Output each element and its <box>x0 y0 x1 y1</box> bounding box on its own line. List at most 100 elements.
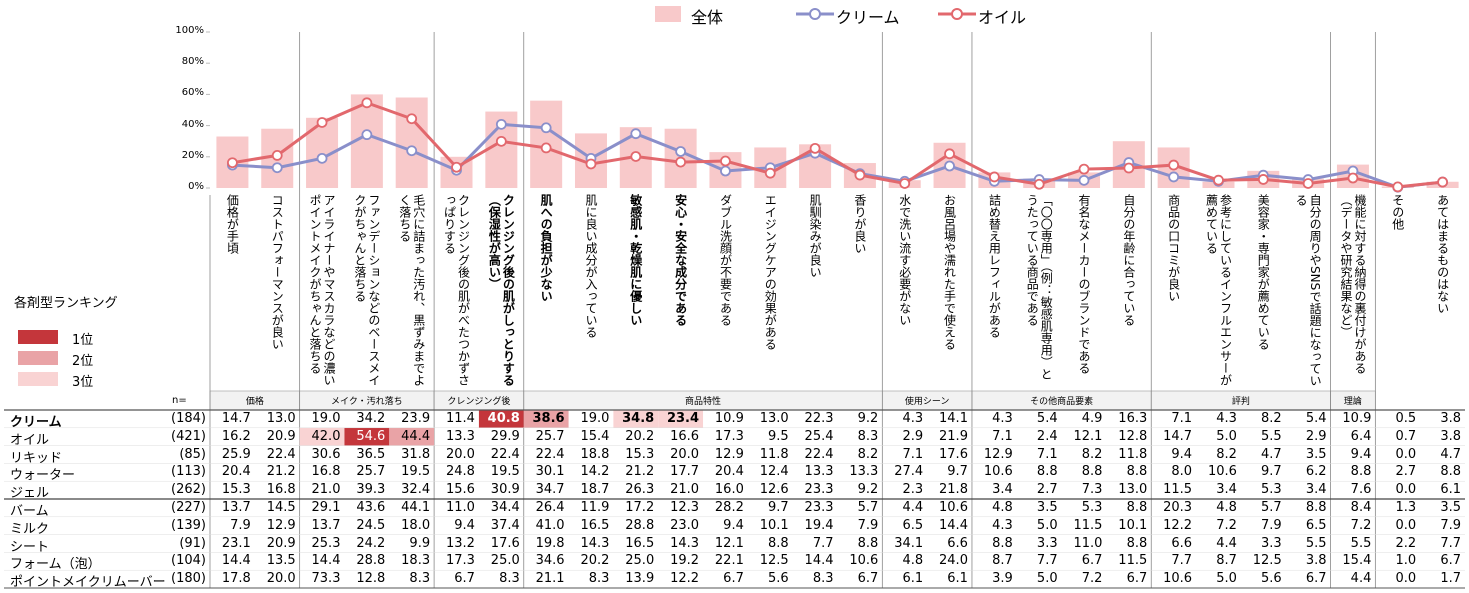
cell: 25.0 <box>490 553 520 569</box>
category-label: 価格が手頃 <box>225 194 240 254</box>
cell: 19.5 <box>490 464 520 480</box>
cell: 6.1 <box>902 571 924 587</box>
row-name: ミルク <box>10 521 50 537</box>
cell: 4.3 <box>992 411 1013 426</box>
line-marker <box>944 160 955 172</box>
cell: 6.7 <box>454 571 475 587</box>
ranking-swatch <box>18 330 58 344</box>
cell: 17.6 <box>939 446 968 462</box>
category-label-box: 自分の周りやSNSで話題になっている <box>1286 194 1331 390</box>
cell: 23.1 <box>221 535 251 551</box>
cell: 10.9 <box>714 411 744 426</box>
category-label-box: 詰め替え用レフィルがある <box>972 194 1017 390</box>
category-label: 敏感肌・乾燥肌に優しい <box>628 194 643 326</box>
cell: 12.2 <box>1163 517 1193 533</box>
cell: 12.9 <box>714 446 744 462</box>
cell: 34.7 <box>535 482 565 498</box>
line-marker <box>899 178 911 189</box>
cell: 8.2 <box>1216 446 1237 462</box>
cell: 7.9 <box>1261 517 1282 533</box>
cell: 5.0 <box>1036 571 1058 587</box>
cell: 5.3 <box>1261 482 1282 498</box>
cell: 14.4 <box>804 553 834 569</box>
cell: 10.6 <box>1207 464 1237 480</box>
category-label-box: 有名なメーカーのブランドである <box>1062 194 1107 390</box>
line-marker <box>1347 172 1359 184</box>
line-marker <box>361 97 373 109</box>
line-marker <box>988 171 1000 183</box>
cell: 23.9 <box>401 411 431 426</box>
category-label: ダブル洗顔が不要である <box>718 194 733 326</box>
cell: 4.3 <box>902 411 924 426</box>
line-marker <box>854 169 866 181</box>
category-label: アイライナーやマスカラなどの濃いポイントメイクがちゃんと落ちる <box>308 194 337 386</box>
cell: 2.7 <box>1036 482 1058 498</box>
cell: 34.1 <box>894 535 924 551</box>
cell: 7.1 <box>1036 446 1058 462</box>
cell: 12.2 <box>670 571 700 587</box>
row-n: (104) <box>171 553 206 569</box>
category-label: お風呂場や濡れた手で使える <box>942 194 957 350</box>
cell: 8.8 <box>992 535 1013 551</box>
cell: 26.3 <box>625 482 655 498</box>
legend-swatch <box>951 8 963 20</box>
line-marker <box>1078 163 1090 175</box>
cell: 21.2 <box>266 464 296 480</box>
cell: 6.1 <box>947 571 968 587</box>
cell: 21.9 <box>939 428 968 444</box>
rank-cell <box>523 410 569 428</box>
cell: 3.8 <box>1440 411 1461 426</box>
category-label-box: コストパフォーマンスが良い <box>255 194 300 390</box>
cell: 22.3 <box>804 411 834 426</box>
cell: 9.9 <box>409 535 431 551</box>
cell: 15.3 <box>221 482 251 498</box>
ranking-label: 1位 <box>72 333 94 348</box>
cell: 12.4 <box>759 464 789 480</box>
category-label: その他 <box>1390 194 1405 230</box>
line <box>232 101 1443 189</box>
cell: 25.3 <box>311 535 341 551</box>
line-marker <box>675 156 687 168</box>
cell: 54.6 <box>356 428 386 444</box>
line-marker <box>271 162 283 174</box>
line-marker <box>720 165 731 177</box>
cell: 9.4 <box>1350 446 1372 462</box>
cell: 13.2 <box>445 535 475 551</box>
cell: 6.7 <box>1126 571 1148 587</box>
cell: 24.8 <box>445 464 475 480</box>
cell: 13.3 <box>445 428 475 444</box>
row-name: バーム <box>10 504 49 519</box>
cell: 3.3 <box>1261 535 1282 551</box>
cell: 10.6 <box>983 464 1013 480</box>
cell: 6.2 <box>1305 464 1327 480</box>
cell: 10.6 <box>1163 571 1193 587</box>
cell: 0.5 <box>1395 411 1417 426</box>
line-marker <box>1213 174 1224 186</box>
category-label-box: 肌に良い成分が入っている <box>569 194 614 390</box>
legend-label: オイル <box>978 8 1027 27</box>
cell: 14.1 <box>939 411 968 426</box>
category-label-box: 商品の口コミが良い <box>1151 194 1196 390</box>
rank-cell <box>389 427 435 446</box>
line-marker <box>316 152 328 164</box>
line-marker <box>1123 162 1135 174</box>
cell: 8.8 <box>1126 464 1148 480</box>
cell: 0.0 <box>1395 517 1417 533</box>
line-marker <box>1033 178 1045 190</box>
cell: 1.7 <box>1440 571 1461 587</box>
cell: 8.4 <box>1350 500 1372 515</box>
cell: 24.2 <box>356 535 386 551</box>
cell: 10.6 <box>939 500 968 515</box>
cell: 23.0 <box>670 517 700 533</box>
cell: 5.6 <box>1261 571 1282 587</box>
cell: 11.0 <box>1073 535 1103 551</box>
cell: 7.7 <box>1036 553 1058 569</box>
cell: 4.3 <box>992 517 1013 533</box>
cell: 16.2 <box>221 428 251 444</box>
cell: 4.8 <box>992 500 1013 515</box>
category-label: 自分の周りやSNSで話題になっている <box>1294 194 1323 387</box>
row-n: (113) <box>171 464 206 480</box>
rank-cell <box>658 410 704 428</box>
cell: 34.8 <box>622 411 655 426</box>
